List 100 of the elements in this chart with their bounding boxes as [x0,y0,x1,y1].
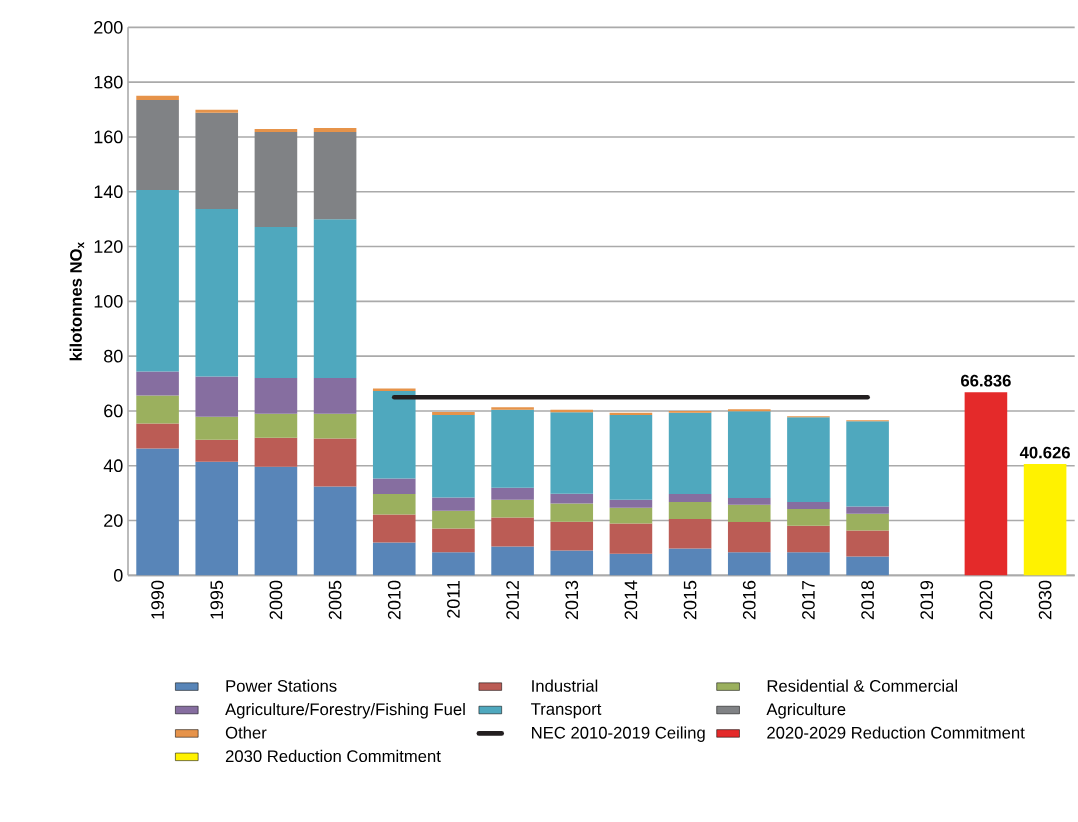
x-tick-label: 1990 [151,580,164,619]
bar [727,411,771,499]
bar [254,466,298,576]
bar [195,209,239,377]
bar [787,552,830,576]
bar [668,493,712,502]
bar [550,412,594,494]
y-tick-label: 140 [94,185,123,199]
bar [372,388,416,391]
bar [313,378,357,414]
bar [432,528,475,553]
bar [964,392,1008,576]
bar [254,132,298,228]
bar [491,499,534,518]
x-tick-label: 2019 [920,580,934,620]
bar [1023,464,1067,576]
y-tick-label: 180 [94,75,123,89]
x-tick-label: 2017 [802,580,815,620]
bar [846,421,889,507]
legend-label: Residential & Commercial [767,679,957,692]
bar [491,517,534,547]
bar [609,553,653,576]
bar [254,128,298,132]
legend-label: Industrial [532,679,598,692]
bar [136,423,179,449]
bar [668,518,712,549]
bar [313,219,357,379]
legend-label: 2030 Reduction Commitment [225,749,441,763]
bar [372,514,416,543]
bar [313,413,357,439]
bar [195,461,239,576]
y-tick-label: 0 [113,568,123,582]
bar [254,378,298,414]
x-tick-label: 2000 [269,580,283,620]
bar [432,415,475,498]
x-tick-label: 2016 [742,580,756,620]
bar [254,437,298,467]
data-label: 40.626 [1019,446,1070,459]
bar [787,501,830,510]
bar [609,523,653,554]
bar [491,409,534,488]
bar [313,438,357,487]
x-tick-label: 2013 [565,580,579,620]
bar [491,407,534,410]
bar [846,506,889,514]
bar [195,109,239,113]
bar [432,510,475,529]
bar [727,504,771,522]
x-tick-label: 2018 [861,580,874,620]
bar [136,99,179,191]
x-tick-label: 2011 [447,580,460,618]
bar [550,521,594,551]
y-tick-label: 80 [104,349,123,363]
bar [372,542,416,576]
bar [846,556,889,576]
bar [491,546,534,576]
bar [727,498,771,505]
data-label: 66.836 [961,374,1011,387]
bar [372,390,416,479]
legend-label: Other [225,726,267,739]
bar [846,530,889,557]
x-tick-label: 2030 [1038,580,1052,620]
y-tick-label: 20 [104,514,123,527]
bar [609,415,653,500]
bar [727,521,771,553]
bar [313,132,357,220]
bar [668,548,712,576]
bar [195,376,239,417]
bar [432,497,475,511]
y-tick-label: 200 [94,20,123,34]
legend-label: 2020-2029 Reduction Commitment [767,726,1025,739]
bar [668,412,712,494]
bar [846,513,889,531]
bar [550,550,594,576]
x-tick-label: 2010 [387,580,401,620]
bar [136,190,179,372]
bar [609,499,653,508]
bar [136,371,179,396]
bar [136,448,179,576]
bar [195,416,239,440]
bar [254,227,298,379]
legend-label: NEC 2010-2019 Ceiling [532,726,705,742]
bar [136,395,179,424]
x-tick-label: 2005 [328,580,342,620]
legend-label: Power Stations [226,679,337,692]
x-tick-label: 2020 [979,580,993,620]
y-tick-label: 120 [94,240,123,253]
bar [136,95,179,100]
bar [727,552,771,576]
bar [609,507,653,524]
y-tick-label: 160 [94,130,123,144]
bar [254,413,298,438]
bar [432,412,475,416]
bar [787,525,830,553]
bar [313,486,357,576]
legend-label: Transport [531,703,602,719]
bar [668,501,712,519]
bar [491,487,534,500]
legend-label: Agriculture/Forestry/Fishing Fuel [225,702,465,719]
bar [372,478,416,494]
